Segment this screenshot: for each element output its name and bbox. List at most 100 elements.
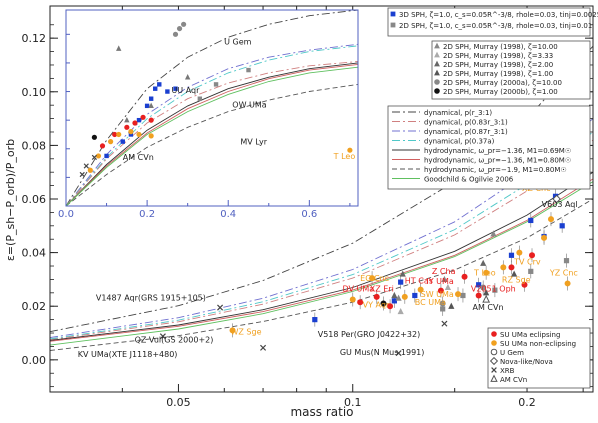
inset-point-3d-sph — [157, 82, 162, 87]
main-point-su-uma-non-eclipsing — [455, 291, 462, 298]
inset-point-murray-triangles — [124, 116, 130, 123]
inset-x-tick-label: 0.2 — [139, 209, 155, 220]
inset-point-3d-sph — [136, 117, 142, 123]
main-annotation-sw-uma: SW UMa — [421, 290, 454, 299]
main-data-points — [159, 160, 585, 357]
inset-plot-frame — [65, 9, 359, 207]
inset-data-points — [79, 21, 353, 178]
legend-marker-2d-sph-1-0-c-s-0-05r-3-8-rhole-0-03-tinj — [390, 22, 396, 28]
inset-point-3d-sph — [128, 132, 134, 137]
inset-point-2d-sph — [246, 67, 251, 73]
main-point-2d-sph-murray-1998-2-00 — [480, 259, 487, 266]
main-point-su-uma-eclipsing — [357, 299, 364, 306]
main-point-su-uma-eclipsing — [437, 287, 444, 294]
inset-annotation-u-gem: U Gem — [224, 37, 252, 46]
main-x-axis-label: mass ratio — [290, 405, 353, 419]
main-point-2d-sph-murray-2000a-10-00 — [439, 300, 446, 307]
inset-annotation-uu-aqr: UU Aqr — [171, 86, 200, 95]
main-annotation-wz-sge: WZ Sge — [231, 327, 262, 336]
inset-point-su-uma-eclipsing — [132, 120, 138, 126]
main-point-3d-sph-1-0-c-s-0-05r-3-8-rhole-0-03-tinj — [559, 223, 565, 229]
legend-marker-nova-like-nova — [489, 356, 499, 366]
inset-point-su-uma-eclipsing — [124, 124, 130, 130]
inset-point-xrb — [79, 171, 85, 178]
inset-point-su-uma-eclipsing — [140, 114, 146, 120]
inset-point-su-uma-eclipsing — [148, 117, 154, 123]
legend-label-hydrodynamic-pr-1-36-m1-0-69m: hydrodynamic, ω_pr=−1.36, M1=0.69M☉ — [424, 147, 571, 155]
main-point-3d-sph-1-0-c-s-0-05r-3-8-rhole-0-03-tinj — [312, 317, 318, 323]
main-annotation-dv-uma: DV UMa — [342, 284, 374, 293]
main-point-su-uma-non-eclipsing — [483, 269, 490, 276]
main-annotation-qz-vul-gs-2000-2: QZ Vul(GS 2000+2) — [135, 335, 214, 344]
legend-sph-box — [387, 7, 591, 37]
legend-marker-u-gem — [490, 348, 498, 356]
inset-point-xrb — [91, 154, 98, 160]
main-annotation-v603-aql: V603 Aql — [542, 200, 578, 209]
main-point-su-uma-eclipsing — [521, 281, 528, 288]
main-annotation-bc-uma: BC UMa — [415, 298, 446, 307]
inset-point-3d-sph — [144, 103, 150, 109]
main-point-2d-sph-murray-2000b-1-00 — [380, 300, 387, 307]
legend-marker-2d-sph-murray-1998-10-00 — [434, 42, 440, 49]
main-point-su-uma-non-eclipsing — [349, 296, 356, 303]
main-point-su-uma-non-eclipsing — [401, 293, 408, 300]
legend-label-2d-sph-murray-1998-3-33: 2D SPH, Murray (1998), ζ=3.33 — [443, 52, 553, 60]
inset-annotation-mv-lyr: MV Lyr — [240, 137, 267, 146]
main-point-2d-sph-1-0-c-s-0-05r-3-8-rhole-0-03-tinj — [460, 292, 466, 299]
main-point-su-uma-eclipsing — [373, 293, 380, 300]
legend-label-nova-like-nova: Nova-like/Nova — [500, 358, 553, 366]
main-y-axis-label: ε=(P_sh−P_orb)/P_orb — [4, 139, 17, 261]
legend-label-2d-sph-murray-1998-2-00: 2D SPH, Murray (1998), ζ=2.00 — [443, 61, 553, 69]
inset-point-murray-2000a-circles — [181, 21, 187, 27]
legend-label-su-uma-non-eclipsing: SU UMa non-eclipsing — [500, 340, 576, 348]
legend-label-hydrodynamic-pr-1-9-m1-0-80m: hydrodynamic, ω_pr=−1.9, M1=0.80M☉ — [424, 166, 567, 174]
main-point-3d-sph-1-0-c-s-0-05r-3-8-rhole-0-03-tinj — [398, 279, 404, 285]
legend-marker-xrb — [491, 367, 497, 373]
legend-marker-su-uma-non-eclipsing — [491, 340, 497, 346]
inset-point-su-uma-non-eclipsing — [128, 129, 134, 135]
main-point-xrb — [217, 304, 224, 311]
main-point-xrb — [260, 344, 267, 351]
legend-marker-2d-sph-murray-2000b-1-00 — [434, 88, 440, 94]
inset-annotations: U Gem UU Aqr OW UMa MV Lyr AM CVn T Leo — [123, 37, 356, 162]
main-annotation-v1487-aqr-grs-1915-105: V1487 Aqr(GRS 1915+105) — [96, 293, 206, 302]
main-point-2d-sph-murray-1998-3-33 — [444, 283, 451, 291]
main-point-2d-sph-1-0-c-s-0-05r-3-8-rhole-0-03-tinj — [492, 287, 498, 293]
main-y-tick-label: 0.12 — [22, 32, 47, 45]
main-point-xrb — [159, 333, 166, 340]
main-annotation-gu-mus-n-mus-1991: GU Mus(N Mus 1991) — [340, 348, 425, 357]
legend-label-dynamical-p-0-37a: dynamical, p(0.37a) — [424, 138, 495, 146]
legend-sph: 3D SPH, ζ=1.0, c_s=0.05R^-3/8, rhole=0.0… — [387, 7, 598, 37]
main-point-2d-sph-murray-1998-1-00 — [511, 270, 518, 277]
main-curve-goodchild-ogilvie-2006 — [49, 181, 594, 346]
main-annotation-kv-uma-xte-j1118-480: KV UMa(XTE J1118+480) — [78, 350, 178, 359]
inset-background — [66, 10, 358, 206]
inset-curve-hydrodynamic-pr-1-9-m1-0-80m — [65, 83, 359, 207]
main-annotation-v518-per-gro-j0422-32: V518 Per(GRO J0422+32) — [318, 330, 420, 339]
inset-point-su-uma-eclipsing — [112, 131, 118, 138]
legend-marker-2d-sph-murray-1998-1-00 — [434, 69, 440, 76]
main-point-3d-sph-1-0-c-s-0-05r-3-8-rhole-0-03-tinj — [412, 292, 418, 299]
inset-point-3d-sph — [165, 89, 170, 94]
main-curve-dynamical-p-0-37a — [49, 131, 594, 340]
inset-annotation-am-cvn: AM CVn — [123, 153, 154, 162]
inset-point-murray-triangles — [184, 74, 191, 80]
legend-label-xrb: XRB — [500, 367, 515, 375]
main-annotation-xz-eri: XZ Eri — [370, 284, 394, 293]
main-point-2d-sph-murray-1998-3-33 — [397, 307, 404, 315]
inset-axes: 0.0 0.2 0.4 0.6 — [58, 33, 351, 220]
main-point-su-uma-non-eclipsing — [369, 275, 376, 282]
inset-point-2d-sph — [213, 82, 219, 87]
main-point-su-uma-non-eclipsing — [500, 264, 507, 271]
main-point-su-uma-eclipsing — [461, 273, 468, 280]
main-annotation-iy-uma: IY UMa — [426, 277, 454, 286]
main-curve-hydrodynamic-pr-1-36-m1-0-80m — [49, 178, 594, 342]
inset-x-tick-label: 0.0 — [58, 209, 74, 220]
main-point-2d-sph-murray-2000a-10-00 — [480, 284, 487, 291]
main-x-tick-label: 0.05 — [166, 396, 191, 409]
inset-point-su-uma-non-eclipsing — [148, 133, 154, 139]
main-y-tick-label: 0.10 — [22, 86, 47, 99]
inset-curve-dynamical-p-r-3-1 — [65, 9, 359, 207]
main-point-2d-sph-1-0-c-s-0-05r-3-8-rhole-0-03-tinj — [563, 258, 570, 264]
